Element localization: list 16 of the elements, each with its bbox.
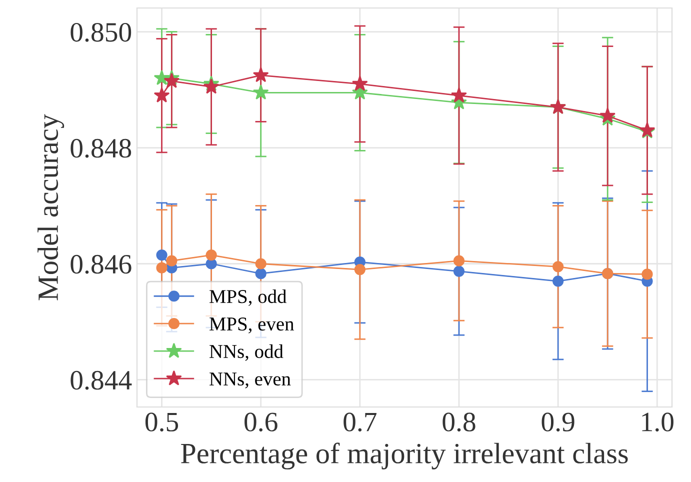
x-tick-label: 0.6 [244, 412, 278, 432]
y-tick-label: 0.844 [70, 370, 132, 390]
y-tick-label: 0.848 [70, 138, 132, 158]
x-tick-label: 0.5 [145, 412, 178, 432]
legend-label: MPS, even [210, 318, 294, 334]
y-tick-label: 0.850 [70, 22, 132, 42]
legend-label: NNs, odd [210, 344, 284, 361]
x-tick-label: 0.7 [344, 412, 376, 432]
y-axis-title: Model accuracy [38, 114, 64, 300]
legend-label: NNs, even [210, 372, 291, 388]
legend-label: MPS, odd [210, 289, 287, 306]
y-tick-label: 0.846 [70, 254, 132, 274]
x-tick-label: 0.9 [542, 412, 574, 432]
x-tick-label: 0.8 [442, 412, 476, 432]
x-axis-title: Percentage of majority irrelevant class [181, 442, 628, 470]
x-tick-label: 1.0 [642, 412, 674, 432]
